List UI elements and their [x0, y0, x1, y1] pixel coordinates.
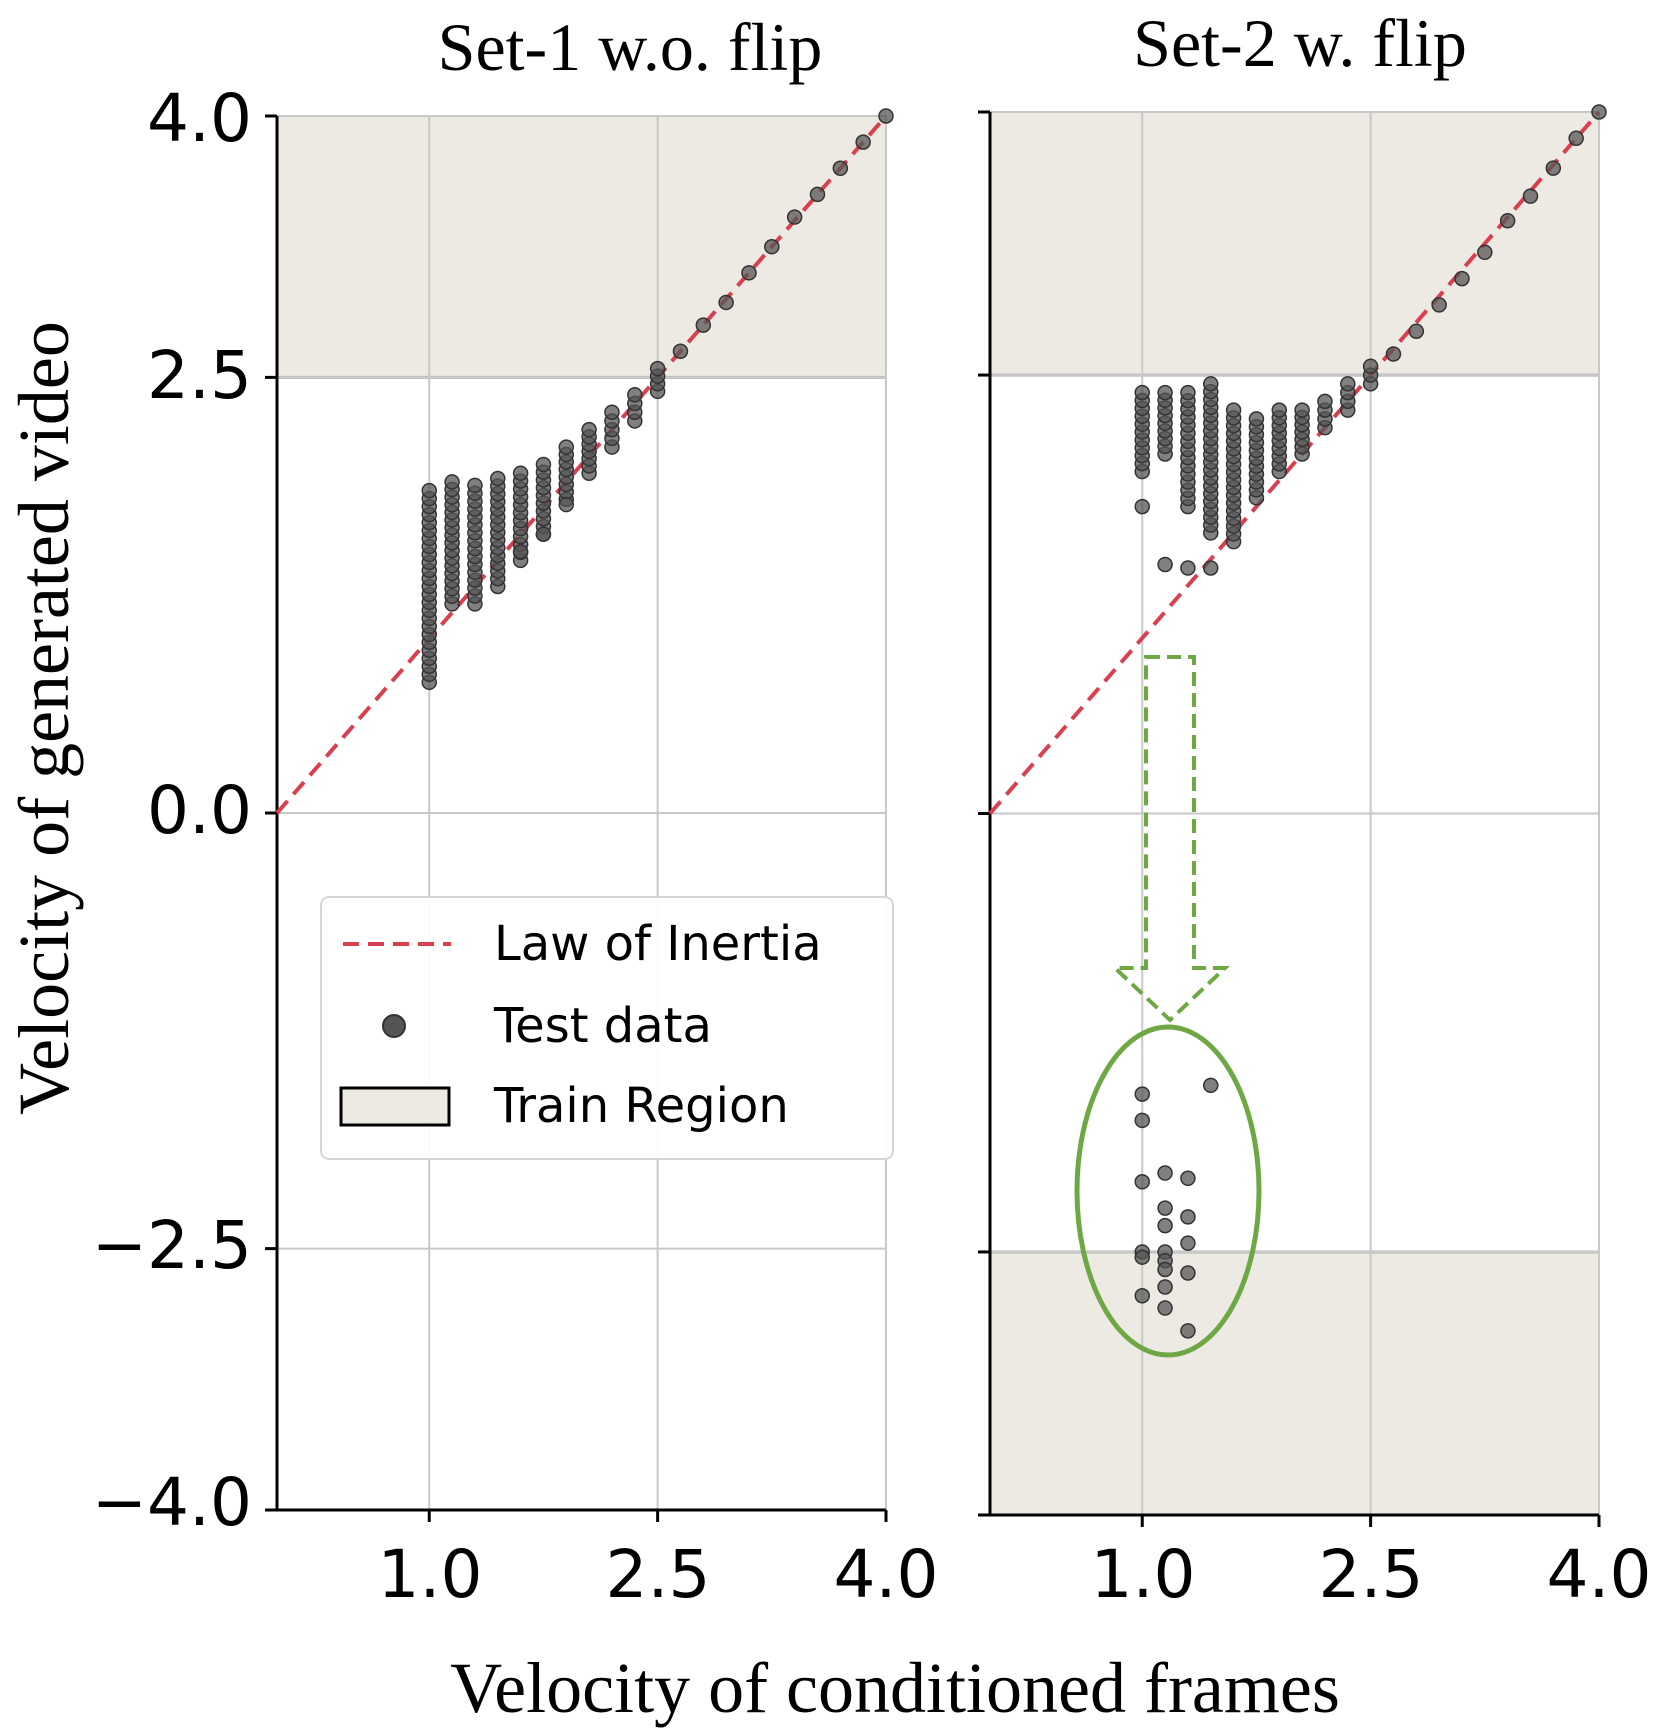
x-tick-label: 2.5: [1319, 1536, 1424, 1613]
test-data-point: [1157, 556, 1173, 573]
down-arrow-icon: [1109, 655, 1231, 1023]
y-tick-label: 2.5: [147, 337, 252, 414]
y-tick-label: −2.5: [92, 1207, 252, 1284]
flip-annotation: [1074, 655, 1262, 1358]
test-data-point: [1134, 1249, 1150, 1265]
test-data-point: [558, 496, 575, 513]
test-data-point: [1157, 1165, 1173, 1181]
test-data-point: [1134, 1174, 1150, 1190]
test-data-point: [1157, 1217, 1173, 1234]
test-data-point: [1157, 1261, 1173, 1278]
x-axis-label: Velocity of conditioned frames: [450, 1648, 1340, 1728]
test-data-point: [718, 294, 734, 311]
test-data-point: [855, 134, 871, 150]
test-data-point: [1545, 160, 1562, 176]
test-data-point: [444, 474, 460, 490]
test-data-point: [672, 343, 689, 359]
test-data-point: [1294, 402, 1310, 418]
legend-inertia-label: Law of Inertia: [494, 916, 822, 972]
y-tick-label: 4.0: [147, 80, 252, 157]
test-data-point: [1499, 212, 1516, 229]
test-data-point: [1522, 188, 1539, 204]
x-tick-label: 4.0: [834, 1536, 939, 1613]
test-data-point: [1134, 384, 1150, 401]
x-tick-label: 1.0: [378, 1536, 483, 1613]
test-data-point: [535, 456, 552, 473]
test-data-point: [627, 387, 643, 403]
test-data-point: [512, 543, 529, 560]
test-data-point: [786, 209, 803, 225]
test-data-point: [1248, 411, 1265, 427]
legend-test-data-label: Test data: [493, 998, 712, 1054]
x-tick-label: 2.5: [606, 1536, 711, 1613]
test-data-point: [741, 265, 757, 281]
legend-box: [320, 896, 894, 1160]
test-data-point: [1362, 358, 1379, 375]
test-data-point: [467, 477, 483, 494]
test-data-point: [1157, 1200, 1173, 1216]
x-tick-label: 1.0: [1091, 1536, 1196, 1613]
train-region: [277, 116, 886, 378]
test-data-point: [1157, 1300, 1173, 1316]
highlight-ellipse: [1074, 1024, 1262, 1358]
test-data-point: [490, 470, 506, 487]
test-data-point: [1180, 1235, 1196, 1251]
y-tick-label: −4.0: [92, 1464, 252, 1541]
test-data-point: [1317, 393, 1333, 410]
test-data-point: [1431, 297, 1447, 313]
y-tick-label: 0.0: [147, 772, 252, 849]
legend-train-region-swatch: [339, 1086, 451, 1127]
right-chart-title: Set-2 w. flip: [1133, 5, 1467, 81]
test-data-point: [695, 317, 712, 333]
left-chart-title: Set-1 w.o. flip: [438, 9, 823, 85]
legend-train-region-label: Train Region: [493, 1078, 789, 1134]
y-axis-label: Velocity of generated video: [4, 321, 84, 1115]
test-data-point: [1180, 384, 1196, 401]
test-data-point: [1134, 1288, 1150, 1304]
test-data-point: [1180, 560, 1196, 576]
test-data-point: [1134, 498, 1150, 515]
test-data-point: [1385, 346, 1402, 362]
test-data-point: [1477, 244, 1493, 261]
left-chart-panel: [265, 108, 894, 1522]
right-chart-panel: [978, 104, 1607, 1527]
train-region: [990, 112, 1599, 376]
test-data-point: [878, 108, 894, 124]
test-data-point: [1157, 384, 1173, 401]
test-data-point: [1134, 1112, 1150, 1129]
test-data-point: [581, 421, 597, 438]
test-data-point: [1134, 1086, 1150, 1102]
legend: Law of Inertia Test data Train Region: [320, 896, 894, 1160]
test-data-point: [1203, 1077, 1219, 1094]
x-tick-label: 4.0: [1547, 1536, 1652, 1613]
test-data-point: [1203, 560, 1219, 576]
test-data-point: [832, 160, 849, 177]
test-data-point: [1271, 402, 1288, 418]
test-data-point: [535, 526, 552, 542]
test-data-point: [1180, 1265, 1196, 1281]
legend-test-data-swatch: [382, 1014, 406, 1038]
test-data-point: [1454, 270, 1470, 287]
train-region: [990, 1251, 1599, 1515]
law-of-inertia-line: [988, 110, 1601, 815]
test-data-point: [558, 439, 575, 455]
test-data-point: [1340, 376, 1356, 392]
test-data-point: [1157, 1279, 1173, 1295]
test-data-point: [604, 404, 620, 420]
test-data-point: [1180, 1170, 1196, 1187]
test-data-point: [1180, 1323, 1196, 1339]
test-data-point: [809, 186, 826, 203]
test-data-point: [764, 238, 780, 255]
test-data-point: [649, 360, 666, 377]
test-data-point: [512, 465, 529, 481]
test-data-point: [1225, 402, 1242, 418]
test-data-point: [1408, 323, 1425, 339]
test-data-point: [421, 482, 437, 499]
test-data-point: [1568, 130, 1584, 147]
test-data-point: [1591, 104, 1607, 120]
test-data-point: [1203, 376, 1219, 392]
test-data-point: [1180, 1209, 1196, 1225]
